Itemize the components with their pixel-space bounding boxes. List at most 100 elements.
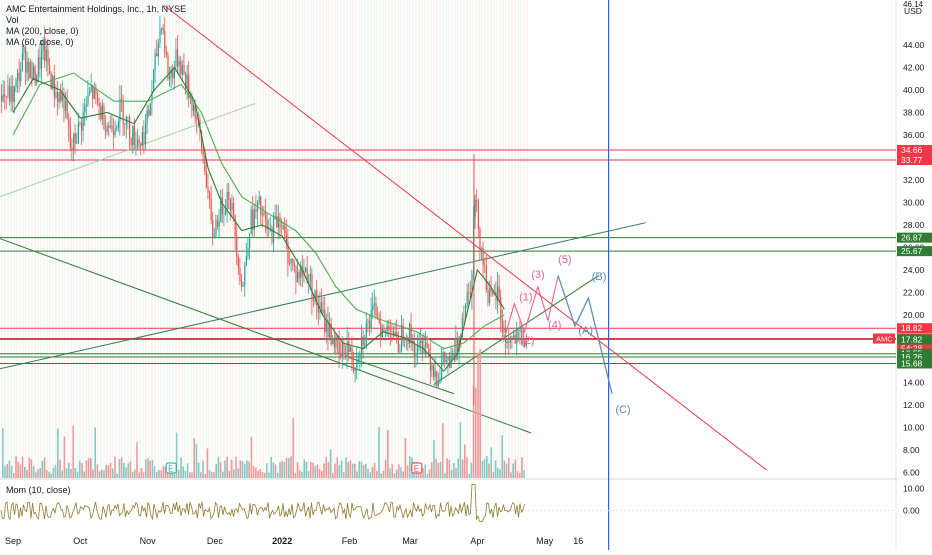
candle-body xyxy=(330,323,332,344)
candle-body xyxy=(23,47,25,54)
candle-body xyxy=(108,125,110,128)
candle-body xyxy=(161,28,163,30)
volume-bar xyxy=(103,470,105,478)
x-tick-label: May xyxy=(536,536,554,546)
volume-bar xyxy=(250,436,253,478)
volume-bar xyxy=(314,466,316,478)
volume-bar xyxy=(343,472,345,478)
candle-body xyxy=(329,323,331,337)
candle-body xyxy=(367,321,369,323)
candle-body xyxy=(65,101,67,111)
candle-body xyxy=(317,305,319,313)
volume-bar xyxy=(151,459,154,478)
volume-bar xyxy=(338,464,341,478)
candle-body xyxy=(266,220,268,230)
price-label xyxy=(897,246,932,257)
volume-bar xyxy=(378,427,380,478)
trend-line xyxy=(164,5,768,471)
volume-bar xyxy=(389,468,391,478)
candle-body xyxy=(313,300,315,302)
volume-bar xyxy=(30,459,33,478)
volume-bar xyxy=(318,468,321,478)
volume-bar xyxy=(288,458,290,478)
volume-bar xyxy=(140,468,143,478)
candle-body xyxy=(492,290,494,294)
candle-body xyxy=(153,69,155,92)
volume-bar xyxy=(15,456,17,478)
candle-body xyxy=(73,133,75,150)
volume-bar xyxy=(90,458,92,478)
candle-body xyxy=(261,214,263,216)
candle-body xyxy=(503,327,505,333)
candle-body xyxy=(185,73,187,89)
candle-body xyxy=(282,225,284,229)
volume-bar xyxy=(149,460,151,478)
candle-body xyxy=(500,297,502,319)
wave-label: (5) xyxy=(558,254,571,266)
candle-body xyxy=(164,30,166,52)
candle-body xyxy=(375,303,377,319)
volume-bar xyxy=(464,444,466,478)
price-label xyxy=(897,323,932,334)
candle-body xyxy=(170,69,172,77)
candle-body xyxy=(508,341,510,344)
price-label-text: 34.66 xyxy=(901,145,923,155)
candle-body xyxy=(74,133,76,144)
ma60-legend[interactable]: MA (60, close, 0) xyxy=(6,37,74,47)
x-tick-label: Sep xyxy=(5,536,21,546)
volume-bar xyxy=(444,472,446,478)
candle-body xyxy=(356,360,358,370)
candle-body xyxy=(133,125,135,146)
candle-body xyxy=(405,337,407,340)
earnings-icon: E xyxy=(414,465,419,474)
candle-body xyxy=(346,341,348,357)
volume-bar xyxy=(437,463,440,478)
volume-bar xyxy=(107,465,110,478)
volume-bar xyxy=(230,459,233,478)
volume-bar xyxy=(279,462,281,478)
candle-body xyxy=(247,248,249,257)
volume-bar xyxy=(362,464,365,478)
symbol-title[interactable]: AMC Entertainment Holdings, Inc., 1h, NY… xyxy=(6,4,187,14)
volume-legend[interactable]: Vol xyxy=(6,15,19,25)
volume-bar xyxy=(424,464,426,478)
candle-body xyxy=(55,92,57,98)
candle-body xyxy=(389,329,391,332)
candle-body xyxy=(223,213,225,215)
volume-bar xyxy=(68,462,70,478)
candle-body xyxy=(205,171,207,188)
candle-body xyxy=(497,286,499,302)
volume-bar xyxy=(382,470,385,478)
candle-body xyxy=(106,125,108,132)
candle-body xyxy=(69,130,71,148)
price-label xyxy=(897,358,932,369)
candle-body xyxy=(300,266,302,278)
volume-bar xyxy=(197,462,200,478)
candle-body xyxy=(220,197,222,223)
volume-bar xyxy=(272,462,275,478)
candle-body xyxy=(169,76,171,80)
candle-body xyxy=(29,62,31,79)
candle-body xyxy=(410,324,412,344)
y-tick-label: 20.00 xyxy=(903,310,925,320)
volume-bar xyxy=(455,467,457,478)
trend-line xyxy=(0,103,256,198)
volume-bar xyxy=(222,471,224,478)
momentum-legend[interactable]: Mom (10, close) xyxy=(6,485,71,495)
candle-body xyxy=(191,96,193,111)
candle-body xyxy=(253,208,255,230)
volume-bar xyxy=(24,466,26,478)
volume-bar xyxy=(259,469,261,478)
candle-body xyxy=(436,370,438,386)
candle-body xyxy=(485,265,487,291)
candle-body xyxy=(119,98,121,122)
candle-body xyxy=(92,85,94,99)
volume-bar xyxy=(510,472,512,478)
candle-body xyxy=(361,336,363,354)
candle-body xyxy=(279,216,281,228)
ma200-legend[interactable]: MA (200, close, 0) xyxy=(6,26,79,36)
candle-body xyxy=(297,271,299,283)
candle-body xyxy=(79,122,81,124)
